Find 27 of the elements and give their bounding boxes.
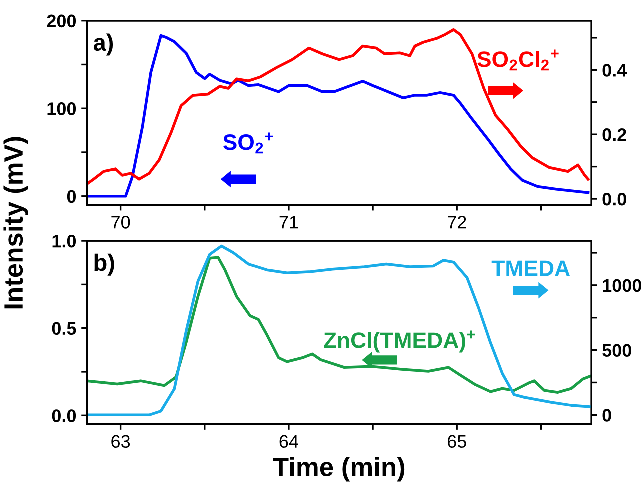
- x-tick-label: 64: [280, 435, 298, 448]
- y-tick-label: 0.0: [52, 410, 76, 422]
- x-tick-label: 71: [280, 216, 298, 229]
- series-label: ZnCl(TMEDA)$^{+}$: [324, 330, 476, 353]
- y2-tick-label: 500: [602, 344, 632, 358]
- y-tick-label: 0.5: [52, 322, 76, 336]
- y-tick-label: 100: [48, 102, 76, 116]
- x-tick-label: 65: [448, 435, 466, 448]
- series-label: SO$_{2}$Cl$_{2}$$^{+}$: [478, 50, 559, 71]
- y2-tick-label: 0.2: [602, 128, 626, 142]
- x-axis-title: Time (min): [273, 457, 405, 482]
- y-tick-label: 200: [47, 14, 76, 28]
- y2-tick-label: 0.4: [602, 64, 628, 77]
- y-axis-title: Intensity (mV): [4, 137, 28, 309]
- y-tick-label: 1.0: [52, 234, 76, 248]
- line-series: [87, 244, 592, 417]
- y2-tick-label: 0: [602, 409, 612, 422]
- y-tick-label: 0: [67, 190, 76, 204]
- x-tick-label: 70: [112, 216, 130, 229]
- series-label: SO$_{2}$$^{+}$: [223, 132, 274, 154]
- annotation: a): [94, 34, 114, 56]
- series-label: TMEDA: [492, 260, 570, 276]
- y2-tick-label: 0.0: [602, 192, 626, 206]
- x-tick-label: 63: [112, 435, 130, 448]
- annotation: b): [94, 254, 114, 276]
- y2-tick-label: 1000: [603, 279, 641, 292]
- x-tick-label: 72: [448, 216, 466, 229]
